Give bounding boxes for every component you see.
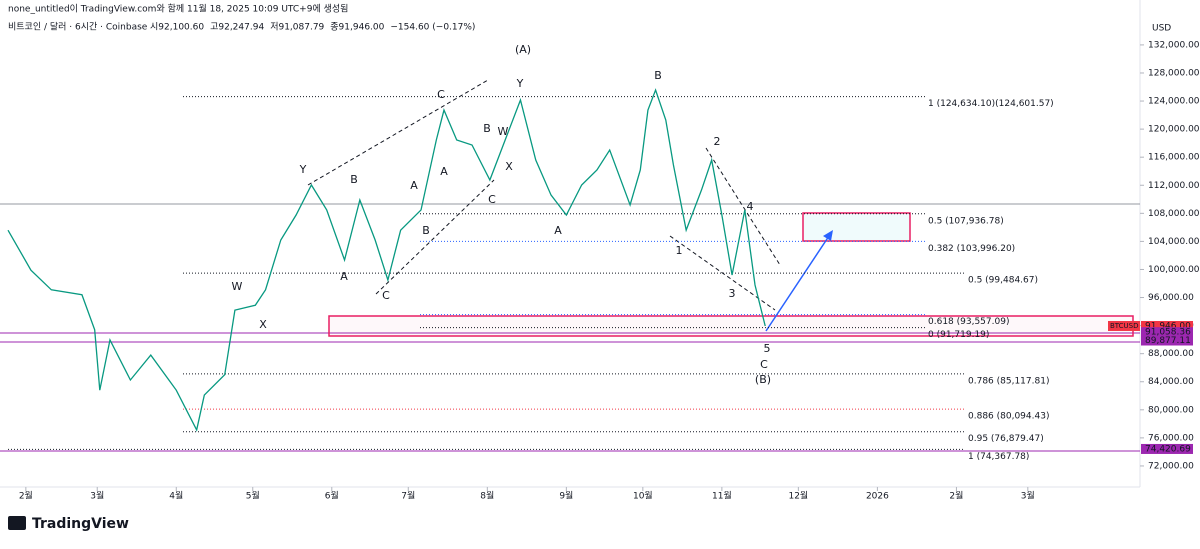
y-tick-label: 84,000.00 [1148, 377, 1194, 387]
fib-label: 0 (91,719.19) [928, 330, 989, 340]
wave-label: W [498, 125, 509, 138]
y-tick-label: 104,000.00 [1148, 237, 1200, 247]
channel-line [375, 179, 495, 295]
wave-label: Y [516, 77, 524, 90]
arrow [765, 235, 830, 332]
x-tick-label: 9월 [559, 490, 573, 502]
price-line [7, 88, 766, 432]
wave-label: A [340, 270, 348, 283]
brand: TradingView [32, 516, 129, 532]
x-tick-label: 3월 [1021, 490, 1035, 502]
currency: USD [1152, 24, 1171, 34]
x-tick-label: 7월 [401, 490, 415, 502]
x-tick-label: 2월 [949, 490, 963, 502]
price-badge [1141, 335, 1193, 346]
x-tick-label: 2026 [866, 492, 889, 502]
badge-label: 91,058.36 [1145, 328, 1191, 338]
fib-label: 0.5 (99,484.67) [968, 276, 1038, 286]
wave-label: A [440, 165, 448, 178]
fib-label: 0.618 (93,557.09) [928, 317, 1009, 327]
x-tick-label: 4월 [169, 490, 183, 502]
ohlc-value: 종91,946.00 [330, 22, 384, 33]
y-tick-label: 88,000.00 [1148, 349, 1194, 359]
ohlc-value: −154.60 (−0.17%) [390, 23, 475, 33]
symbol: 비트코인 / 달러 · 6시간 · Coinbase [8, 21, 148, 33]
y-tick-label: 72,000.00 [1148, 461, 1194, 471]
price-badge [1141, 443, 1193, 454]
price-badge [1141, 327, 1193, 338]
wave-label: C [437, 88, 445, 101]
wave-label: B [422, 224, 430, 237]
wave-label: A [410, 179, 418, 192]
x-tick-label: 5월 [246, 490, 260, 502]
support-box [328, 315, 1134, 337]
wave-label: (B) [755, 373, 771, 386]
fib-label: 0.95 (76,879.47) [968, 434, 1044, 444]
fib-label: 0.886 (80,094.43) [968, 412, 1049, 422]
ohlc-value: 저91,087.79 [270, 22, 324, 33]
x-tick-label: 6월 [325, 490, 339, 502]
wave-label: B [483, 122, 491, 135]
wave-label: C [760, 358, 768, 371]
x-tick-label: 8월 [480, 490, 494, 502]
x-tick-label: 12월 [788, 490, 808, 502]
wave-label: 2 [714, 135, 721, 148]
wave-label: 4 [747, 200, 754, 213]
badge-label: 89,877.11 [1145, 336, 1191, 346]
y-tick-label: 100,000.00 [1148, 265, 1200, 275]
target-box [802, 212, 911, 242]
wave-label: X [505, 160, 513, 173]
y-tick-label: 128,000.00 [1148, 68, 1200, 78]
wave-label: (A) [515, 43, 531, 56]
wave-label: W [232, 280, 243, 293]
wave-label: C [488, 193, 496, 206]
badge-label: 91,946.00 [1145, 321, 1191, 331]
x-tick-label: 11월 [712, 490, 732, 502]
y-tick-label: 116,000.00 [1148, 153, 1200, 163]
ohlc-value: 시92,100.60 [150, 22, 204, 33]
channel-line [705, 147, 781, 266]
wave-label: X [259, 318, 267, 331]
x-tick-label: 10월 [633, 490, 653, 502]
y-tick-label: 120,000.00 [1148, 125, 1200, 135]
y-tick-label: 112,000.00 [1148, 181, 1200, 191]
wave-label: Y [299, 163, 307, 176]
wave-label: B [654, 69, 662, 82]
badge-label: 74,420.69 [1145, 444, 1191, 454]
fib-label: 0.5 (107,936.78) [928, 216, 1004, 226]
y-tick-label: 76,000.00 [1148, 433, 1194, 443]
caption: none_untitled이 TradingView.com와 함께 11월 1… [8, 3, 348, 15]
fib-label: 1 (124,634.10)(124,601.57) [928, 99, 1054, 109]
tag-box [1108, 320, 1140, 331]
wave-label: A [554, 224, 562, 237]
y-tick-label: 80,000.00 [1148, 405, 1194, 415]
x-tick-label: 2월 [19, 490, 33, 502]
badge-tag: BTCUSD [1110, 322, 1139, 330]
ohlc-value: 고92,247.94 [210, 23, 264, 33]
fib-label: 0.382 (103,996.20) [928, 244, 1015, 254]
y-tick-label: 132,000.00 [1148, 40, 1200, 50]
y-tick-label: 96,000.00 [1148, 293, 1194, 303]
channel-line [669, 235, 776, 311]
x-tick-label: 3월 [90, 490, 104, 502]
wave-label: C [382, 289, 390, 302]
wave-label: 1 [676, 244, 683, 257]
wave-label: B [350, 173, 358, 186]
wave-label: 5 [764, 342, 771, 355]
fib-label: 0.786 (85,117.81) [968, 376, 1049, 386]
y-tick-label: 124,000.00 [1148, 97, 1200, 107]
y-tick-label: 108,000.00 [1148, 209, 1200, 219]
arrow-head [823, 230, 833, 241]
channel-line [307, 79, 489, 186]
wave-label: 3 [729, 287, 736, 300]
logo-icon [8, 516, 26, 530]
fib-label: 1 (74,367.78) [968, 452, 1029, 462]
